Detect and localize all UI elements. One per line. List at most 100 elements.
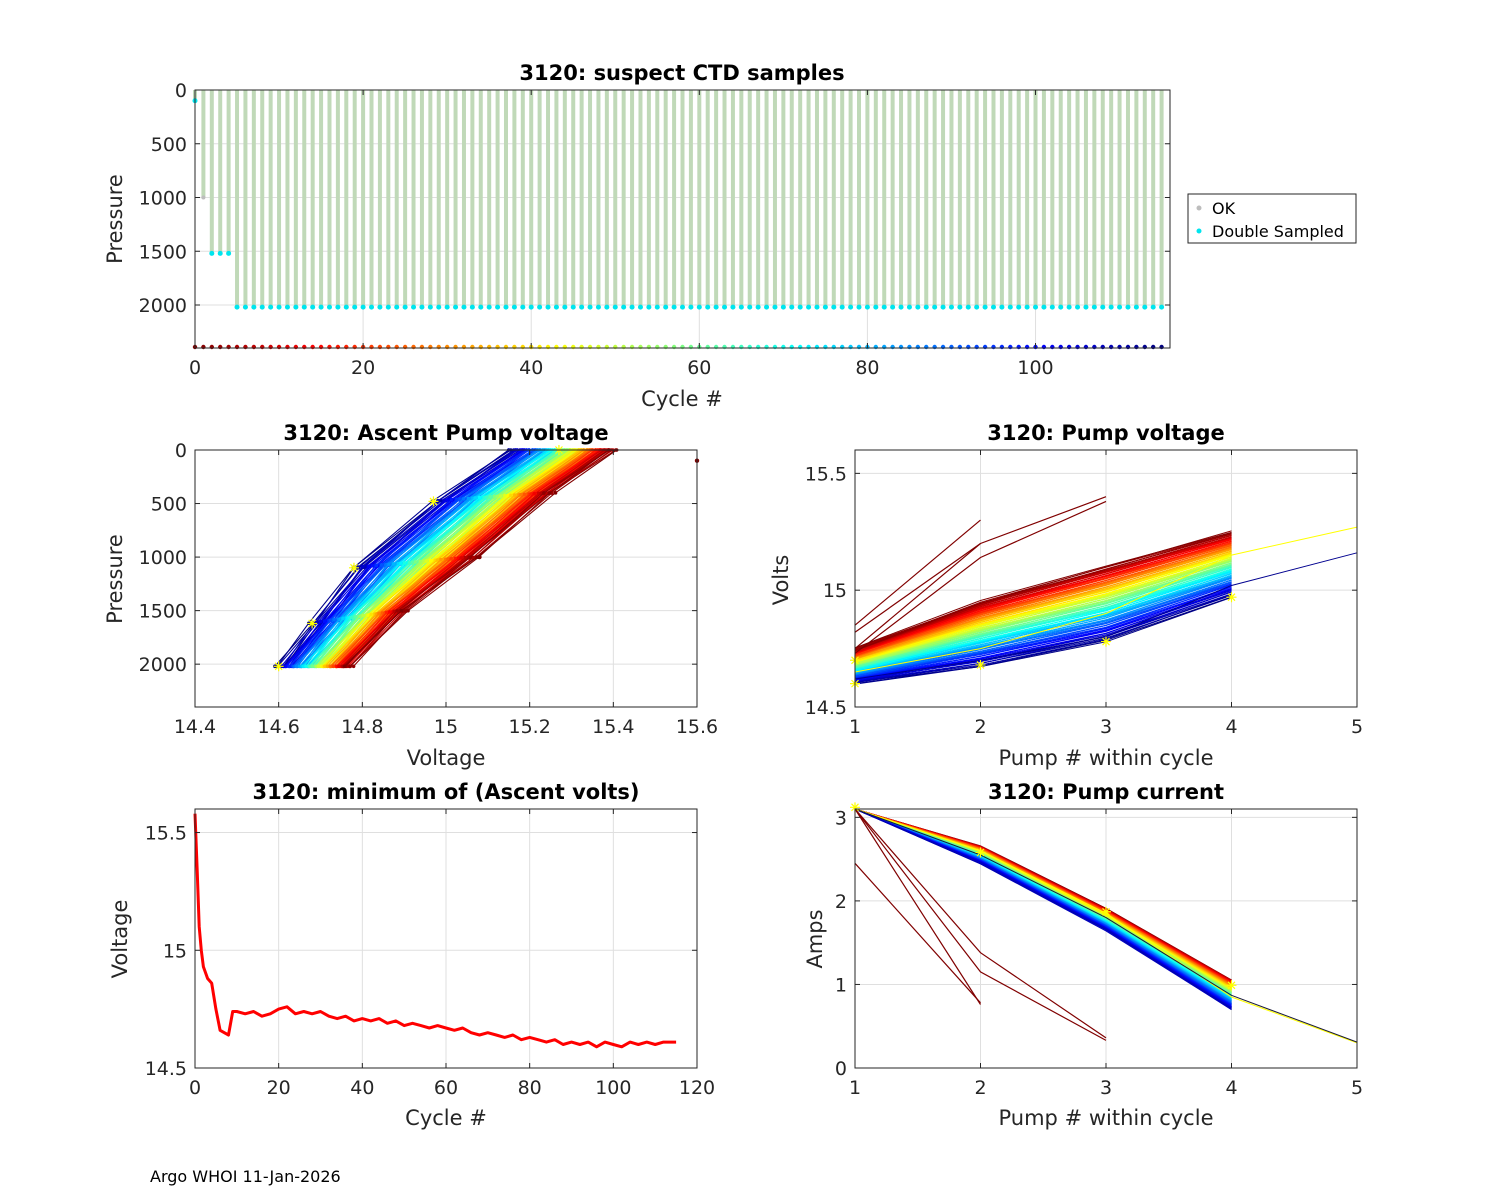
cycle-marker (285, 344, 290, 350)
cycle-marker (562, 344, 568, 350)
pump-voltage-line (854, 562, 1232, 666)
double-sampled-point (1142, 304, 1148, 310)
double-sampled-point (1041, 304, 1047, 310)
x-axis-label: Voltage (407, 746, 486, 770)
cycle-marker (797, 344, 803, 350)
highlight-marker (428, 496, 439, 507)
legend-double-sampled-label: Double Sampled (1212, 222, 1344, 241)
legend-ok-label: OK (1212, 199, 1236, 218)
cycle-marker (671, 344, 677, 350)
pump-voltage-line (854, 556, 1232, 663)
x-tick-label: 20 (267, 1077, 291, 1099)
cycle-marker (554, 344, 559, 350)
ascent-sample-point (304, 664, 308, 669)
ascent-sample-point (463, 555, 468, 560)
y-tick-label: 15.5 (145, 823, 187, 845)
double-sampled-point (478, 304, 484, 310)
double-sampled-point (553, 304, 559, 310)
double-sampled-point (268, 304, 274, 310)
cycle-marker (293, 344, 299, 350)
cycle-marker (949, 344, 954, 350)
ascent-sample-point (410, 560, 415, 565)
y-tick-label: 1500 (139, 601, 187, 623)
double-sampled-point (562, 304, 568, 310)
double-sampled-point (881, 304, 887, 310)
x-tick-label: 80 (855, 357, 879, 379)
cycle-marker (957, 344, 963, 350)
cycle-marker (1092, 344, 1097, 350)
cycle-marker (318, 344, 324, 350)
double-sampled-point (604, 304, 610, 310)
cycle-marker (764, 344, 769, 350)
cycle-marker (402, 344, 408, 350)
double-sampled-point (461, 304, 467, 310)
ascent-sample-point (361, 613, 366, 618)
double-sampled-point (394, 304, 400, 310)
double-sampled-point (377, 304, 383, 310)
double-sampled-point (595, 304, 601, 310)
cycle-marker (394, 344, 399, 350)
cycle-marker (352, 344, 357, 350)
cycle-marker (243, 344, 248, 350)
pump-current-outlier-line (854, 862, 981, 1004)
y-tick-label: 14.5 (805, 697, 847, 719)
double-sampled-point (570, 304, 576, 310)
legend: OK Double Sampled (1187, 193, 1357, 244)
cycle-marker (638, 344, 643, 350)
double-sampled-point (637, 304, 643, 310)
cycle-marker (907, 344, 912, 350)
cycle-marker (310, 344, 315, 350)
cycle-marker (873, 344, 879, 350)
y-tick-label: 1500 (139, 241, 187, 263)
cycle-marker (1075, 344, 1080, 350)
y-tick-label: 1000 (139, 188, 187, 210)
pump-voltage-line (854, 571, 1232, 669)
cycle-marker (377, 344, 383, 350)
pump-voltage-extended-line (854, 526, 1358, 673)
cycle-marker (932, 344, 937, 350)
ascent-sample-point (353, 615, 357, 619)
double-sampled-point (738, 304, 744, 310)
double-sampled-point (326, 304, 332, 310)
ascent-sample-point (377, 611, 381, 616)
cycle-marker (201, 344, 206, 350)
double-sampled-point (318, 304, 324, 310)
double-sampled-point (621, 304, 627, 310)
double-sampled-point (680, 304, 685, 310)
cycle-marker (839, 344, 845, 350)
cycle-marker (713, 344, 719, 350)
double-sampled-point (688, 304, 694, 310)
ascent-sample-point (395, 609, 399, 613)
x-tick-label: 1 (849, 716, 861, 738)
cycle-marker (537, 344, 542, 350)
ascent-sample-point (424, 559, 429, 563)
x-tick-label: 60 (687, 357, 711, 379)
cycle-marker (1008, 344, 1013, 350)
ascent-sample-point (328, 618, 333, 623)
x-tick-label: 80 (518, 1077, 542, 1099)
cycle-marker (579, 344, 584, 350)
x-tick-label: 2 (974, 1077, 986, 1099)
pump-voltage-outlier-line (854, 543, 981, 633)
double-sampled-point (1100, 304, 1106, 310)
cycle-marker (898, 344, 904, 350)
y-axis-label: Volts (769, 555, 793, 606)
ascent-sample-point (553, 491, 558, 495)
ascent-sample-point (369, 612, 373, 617)
ascent-sample-point (439, 557, 443, 562)
ascent-sample-point (331, 664, 336, 669)
x-tick-label: 15.2 (509, 716, 551, 738)
ascent-sample-point (445, 498, 450, 502)
cycle-marker (411, 344, 416, 350)
y-axis-label: Amps (803, 909, 827, 968)
highlight-marker (1226, 980, 1237, 991)
cycle-marker (251, 344, 257, 350)
highlight-marker (348, 562, 359, 573)
ascent-sample-point (332, 617, 336, 622)
double-sampled-point (419, 304, 425, 310)
double-sampled-point (343, 304, 349, 310)
double-sampled-point (890, 304, 896, 310)
double-sampled-point (948, 304, 954, 310)
chart-title: 3120: suspect CTD samples (519, 61, 844, 85)
double-sampled-point (310, 304, 316, 310)
